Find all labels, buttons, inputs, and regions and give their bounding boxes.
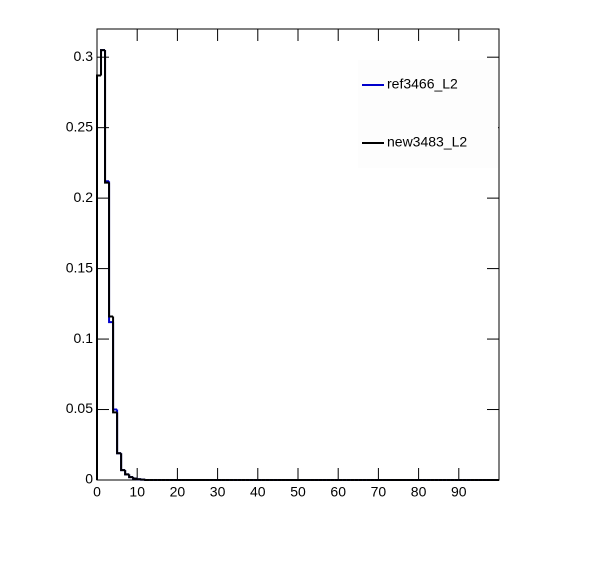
y-tick-label: 0 (85, 471, 93, 487)
y-tick-label: 0.15 (66, 259, 93, 275)
x-tick-label: 50 (290, 484, 306, 500)
x-tick-label: 60 (330, 484, 346, 500)
y-tick-label: 0.05 (66, 400, 93, 416)
x-tick-label: 0 (93, 484, 101, 500)
x-tick-label: 80 (411, 484, 427, 500)
histogram-bin (132, 477, 138, 480)
x-tick-label: 70 (371, 484, 387, 500)
histogram-bin (100, 49, 106, 76)
histogram-bin (96, 74, 102, 480)
histogram-bin (104, 50, 110, 184)
histogram-bin (116, 412, 122, 455)
histogram-bin (120, 453, 126, 472)
y-tick-label: 0.2 (74, 189, 94, 205)
y-tick-label: 0.1 (74, 330, 94, 346)
legend-label: new3483_L2 (387, 134, 467, 150)
x-tick-label: 30 (210, 484, 226, 500)
legend-box (358, 60, 498, 168)
histogram-bin (136, 478, 142, 481)
histogram-bin (112, 316, 118, 414)
x-tick-label: 40 (250, 484, 266, 500)
x-tick-label: 10 (129, 484, 145, 500)
x-tick-label: 20 (170, 484, 186, 500)
y-tick-label: 0.3 (74, 48, 94, 64)
histogram-bin (108, 182, 114, 318)
x-tick-label: 90 (451, 484, 467, 500)
histogram-bin (128, 474, 134, 479)
histogram-bin (124, 470, 130, 476)
y-tick-label: 0.25 (66, 118, 93, 134)
legend-label: ref3466_L2 (387, 76, 458, 92)
